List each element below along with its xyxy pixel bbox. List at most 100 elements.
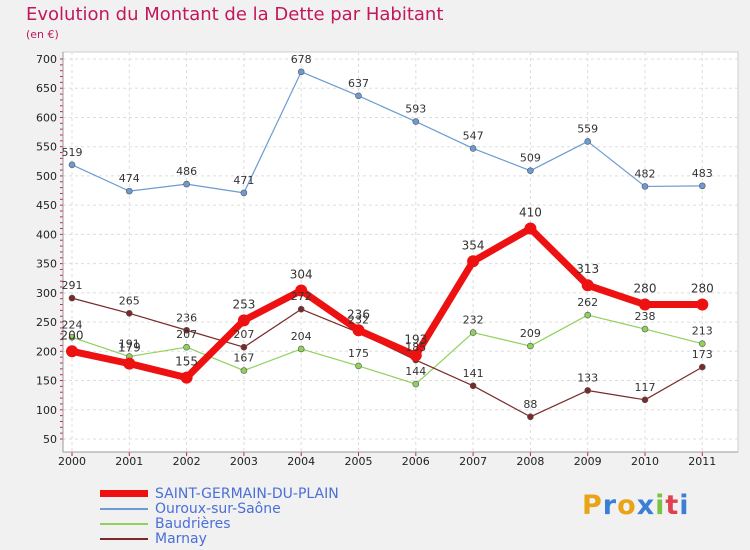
data-label-saint-germain-du-plain: 179 — [118, 341, 141, 355]
data-point-ouroux-sur-sa-ne — [240, 189, 248, 197]
x-tick-label: 2004 — [287, 455, 315, 468]
legend-label: Marnay — [155, 530, 207, 547]
chart-title: Evolution du Montant de la Dette par Hab… — [26, 4, 444, 25]
y-tick-label: 700 — [36, 53, 57, 66]
data-point-marnay — [527, 413, 534, 421]
data-label-ouroux-sur-sa-ne: 471 — [233, 174, 254, 187]
y-tick-label: 350 — [36, 258, 57, 271]
x-tick-label: 2005 — [345, 455, 373, 468]
y-tick-label: 450 — [36, 199, 57, 212]
data-point-ouroux-sur-sa-ne — [68, 161, 76, 169]
data-point-baudri-res — [641, 325, 649, 333]
y-tick-label: 500 — [36, 170, 57, 183]
data-point-baudri-res — [584, 311, 592, 319]
data-label-baudri-res: 191 — [119, 338, 140, 351]
data-point-saint-germain-du-plain — [66, 345, 78, 358]
x-tick-label: 2002 — [173, 455, 201, 468]
data-label-marnay: 173 — [692, 348, 713, 361]
data-label-ouroux-sur-sa-ne: 547 — [463, 129, 484, 142]
data-label-baudri-res: 232 — [463, 314, 484, 327]
data-label-ouroux-sur-sa-ne: 559 — [577, 122, 598, 135]
data-point-baudri-res — [698, 340, 706, 348]
y-tick-label: 50 — [43, 433, 57, 446]
data-label-baudri-res: 167 — [233, 352, 254, 365]
x-tick-label: 2011 — [688, 455, 716, 468]
data-label-marnay: 236 — [176, 311, 197, 324]
data-point-ouroux-sur-sa-ne — [641, 183, 649, 190]
data-label-saint-germain-du-plain: 354 — [462, 238, 485, 252]
data-label-marnay: 117 — [635, 381, 656, 394]
data-label-marnay: 88 — [523, 398, 537, 411]
data-point-ouroux-sur-sa-ne — [183, 180, 190, 188]
x-tick-label: 2007 — [459, 455, 487, 468]
data-point-ouroux-sur-sa-ne — [527, 167, 534, 174]
data-label-ouroux-sur-sa-ne: 474 — [119, 172, 140, 185]
data-point-saint-germain-du-plain — [123, 357, 136, 370]
data-point-saint-germain-du-plain — [409, 349, 422, 362]
data-label-saint-germain-du-plain: 280 — [634, 282, 657, 296]
data-point-ouroux-sur-sa-ne — [584, 138, 592, 145]
data-point-baudri-res — [527, 342, 534, 350]
proxiti-logo: Proxiti — [582, 490, 690, 521]
data-point-saint-germain-du-plain — [237, 314, 250, 327]
data-point-saint-germain-du-plain — [639, 298, 651, 311]
data-point-ouroux-sur-sa-ne — [469, 145, 477, 152]
series-line-baudri-res — [71, 314, 703, 385]
data-point-marnay — [297, 305, 305, 313]
data-label-saint-germain-du-plain: 410 — [519, 206, 542, 220]
data-label-ouroux-sur-sa-ne: 483 — [692, 167, 713, 180]
data-label-ouroux-sur-sa-ne: 486 — [176, 165, 197, 178]
data-label-marnay: 272 — [291, 290, 312, 303]
data-point-saint-germain-du-plain — [696, 298, 709, 311]
data-point-saint-germain-du-plain — [581, 279, 594, 292]
data-label-ouroux-sur-sa-ne: 593 — [405, 103, 426, 116]
data-label-baudri-res: 175 — [348, 347, 369, 360]
data-point-baudri-res — [68, 333, 76, 341]
data-label-marnay: 141 — [463, 367, 484, 380]
legend-swatch — [100, 490, 148, 497]
legend-item-ouroux-sur-sa-ne: Ouroux-sur-Saône — [100, 500, 339, 517]
data-point-saint-germain-du-plain — [180, 371, 193, 384]
data-point-baudri-res — [469, 329, 477, 336]
data-label-marnay: 207 — [233, 328, 254, 341]
data-point-ouroux-sur-sa-ne — [412, 118, 420, 125]
series-line-saint-germain-du-plain — [68, 225, 706, 382]
data-point-baudri-res — [240, 367, 248, 374]
data-label-saint-germain-du-plain: 193 — [404, 332, 427, 346]
data-point-ouroux-sur-sa-ne — [297, 68, 305, 76]
data-label-saint-germain-du-plain: 313 — [576, 262, 599, 276]
data-label-saint-germain-du-plain: 280 — [691, 282, 714, 296]
data-label-marnay: 185 — [405, 341, 426, 354]
y-tick-label: 150 — [36, 375, 57, 388]
x-tick-label: 2006 — [402, 455, 430, 468]
data-label-baudri-res: 207 — [176, 328, 197, 341]
data-label-baudri-res: 144 — [405, 365, 426, 378]
legend-label: Baudrières — [155, 515, 231, 532]
data-label-ouroux-sur-sa-ne: 482 — [635, 167, 656, 180]
data-point-ouroux-sur-sa-ne — [355, 92, 362, 100]
data-label-saint-germain-du-plain: 304 — [290, 268, 313, 282]
data-label-baudri-res: 213 — [692, 325, 713, 338]
data-label-saint-germain-du-plain: 155 — [175, 355, 198, 369]
x-tick-label: 2008 — [516, 455, 544, 468]
data-label-baudri-res: 209 — [520, 327, 541, 340]
data-label-baudri-res: 224 — [62, 318, 83, 331]
data-point-baudri-res — [183, 343, 190, 351]
data-point-marnay — [183, 326, 190, 334]
data-point-saint-germain-du-plain — [467, 255, 480, 268]
data-label-marnay: 232 — [348, 314, 369, 327]
y-tick-label: 400 — [36, 228, 57, 241]
data-point-baudri-res — [297, 345, 305, 353]
legend-label: Ouroux-sur-Saône — [155, 500, 281, 517]
data-label-marnay: 133 — [577, 371, 598, 384]
plot-area — [62, 51, 739, 453]
data-label-saint-germain-du-plain: 236 — [347, 307, 370, 321]
chart-legend: SAINT-GERMAIN-DU-PLAIN Ouroux-sur-Saône Ba… — [100, 485, 339, 547]
y-tick-label: 550 — [36, 141, 57, 154]
legend-label: SAINT-GERMAIN-DU-PLAIN — [155, 485, 339, 502]
data-label-baudri-res: 262 — [577, 296, 598, 309]
data-point-baudri-res — [355, 362, 362, 370]
data-label-ouroux-sur-sa-ne: 637 — [348, 77, 369, 90]
legend-item-baudri-res: Baudrières — [100, 515, 339, 532]
data-point-saint-germain-du-plain — [295, 284, 308, 297]
